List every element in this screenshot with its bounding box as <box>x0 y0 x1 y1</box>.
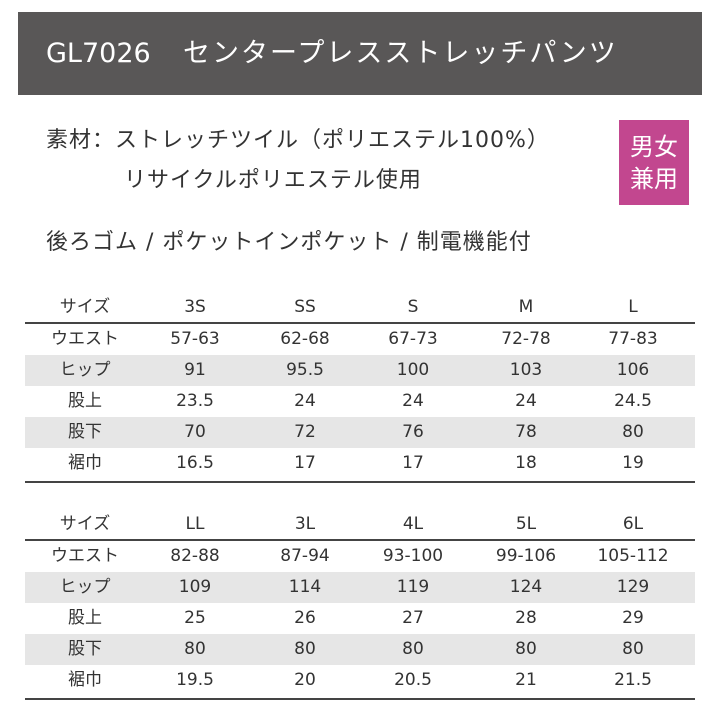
row-label: ウエスト <box>51 546 119 566</box>
rule <box>25 322 695 324</box>
features: 後ろゴム / ポケットインポケット / 制電機能付 <box>46 230 532 255</box>
value-cell: 99-106 <box>495 546 557 566</box>
unisex-badge: 男女 兼用 <box>619 120 689 205</box>
header-cell: SS <box>294 297 316 317</box>
value-cell: 119 <box>396 577 430 597</box>
value-cell: 80 <box>184 639 206 659</box>
row-label: 裾巾 <box>68 670 102 690</box>
product-code: GL7026 <box>46 38 151 69</box>
data-row: ウエスト 82-88 87-94 93-100 99-106 105-112 <box>25 541 695 572</box>
badge-line: 男女 <box>630 132 678 161</box>
value-cell: 106 <box>616 360 650 380</box>
data-row: ヒップ 91 95.5 100 103 106 <box>25 355 695 386</box>
value-cell: 18 <box>515 453 537 473</box>
value-cell: 77-83 <box>608 329 658 349</box>
value-cell: 25 <box>184 608 206 628</box>
header-cell: LL <box>185 514 205 534</box>
value-cell: 93-100 <box>382 546 444 566</box>
header-row: サイズ LL 3L 4L 5L 6L <box>25 510 695 538</box>
row-label: 股上 <box>68 391 102 411</box>
data-row: 股上 25 26 27 28 29 <box>25 603 695 634</box>
row-label: 裾巾 <box>68 453 102 473</box>
value-cell: 27 <box>402 608 424 628</box>
value-cell: 29 <box>622 608 644 628</box>
value-cell: 103 <box>509 360 543 380</box>
value-cell: 28 <box>515 608 537 628</box>
value-cell: 82-88 <box>170 546 220 566</box>
header-cell: S <box>407 297 419 317</box>
product-title: センタープレスストレッチパンツ <box>183 38 618 69</box>
value-cell: 20.5 <box>394 670 432 690</box>
value-cell: 17 <box>402 453 424 473</box>
value-cell: 100 <box>396 360 430 380</box>
value-cell: 114 <box>288 577 322 597</box>
data-row: 裾巾 19.5 20 20.5 21 21.5 <box>25 665 695 696</box>
value-cell: 105-112 <box>597 546 669 566</box>
value-cell: 16.5 <box>176 453 214 473</box>
value-cell: 26 <box>294 608 316 628</box>
header-cell: 5L <box>515 514 537 534</box>
row-label: 股下 <box>68 422 102 442</box>
rule <box>25 698 695 700</box>
row-label: ヒップ <box>59 360 111 380</box>
row-label: ウエスト <box>51 329 119 349</box>
data-row: 裾巾 16.5 17 17 18 19 <box>25 448 695 479</box>
value-cell: 24.5 <box>614 391 652 411</box>
header-cell: サイズ <box>59 514 111 534</box>
value-cell: 19 <box>622 453 644 473</box>
value-cell: 80 <box>402 639 424 659</box>
value-cell: 23.5 <box>176 391 214 411</box>
value-cell: 80 <box>622 639 644 659</box>
badge-line: 兼用 <box>630 164 678 193</box>
header-row: サイズ 3S SS S M L <box>25 293 695 321</box>
value-cell: 80 <box>622 422 644 442</box>
rule <box>25 481 695 483</box>
value-cell: 109 <box>178 577 212 597</box>
rule <box>25 539 695 541</box>
value-cell: 72-78 <box>501 329 551 349</box>
row-label: ヒップ <box>59 577 111 597</box>
header-cell: L <box>628 297 638 317</box>
header-cell: サイズ <box>59 297 111 317</box>
value-cell: 76 <box>402 422 424 442</box>
material-line: 素材：ストレッチツイル（ポリエステル100%） <box>46 128 550 153</box>
material-line: リサイクルポリエステル使用 <box>124 168 422 193</box>
header-bar: GL7026 センタープレスストレッチパンツ <box>18 12 702 95</box>
value-cell: 80 <box>515 639 537 659</box>
value-cell: 124 <box>509 577 543 597</box>
value-cell: 129 <box>616 577 650 597</box>
value-cell: 21 <box>515 670 537 690</box>
value-cell: 72 <box>294 422 316 442</box>
value-cell: 19.5 <box>176 670 214 690</box>
value-cell: 62-68 <box>280 329 330 349</box>
value-cell: 17 <box>294 453 316 473</box>
value-cell: 20 <box>294 670 316 690</box>
value-cell: 70 <box>184 422 206 442</box>
data-row: 股下 70 72 76 78 80 <box>25 417 695 448</box>
value-cell: 67-73 <box>388 329 438 349</box>
value-cell: 78 <box>515 422 537 442</box>
value-cell: 24 <box>294 391 316 411</box>
header-cell: 4L <box>402 514 424 534</box>
header-cell: M <box>518 297 534 317</box>
value-cell: 57-63 <box>170 329 220 349</box>
row-label: 股下 <box>68 639 102 659</box>
value-cell: 21.5 <box>614 670 652 690</box>
data-row: 股上 23.5 24 24 24 24.5 <box>25 386 695 417</box>
value-cell: 24 <box>515 391 537 411</box>
data-row: 股下 80 80 80 80 80 <box>25 634 695 665</box>
value-cell: 91 <box>184 360 206 380</box>
data-row: ウエスト 57-63 62-68 67-73 72-78 77-83 <box>25 324 695 355</box>
header-cell: 3S <box>184 297 206 317</box>
header-cell: 6L <box>622 514 644 534</box>
value-cell: 24 <box>402 391 424 411</box>
value-cell: 80 <box>294 639 316 659</box>
header-cell: 3L <box>294 514 316 534</box>
data-row: ヒップ 109 114 119 124 129 <box>25 572 695 603</box>
row-label: 股上 <box>68 608 102 628</box>
value-cell: 95.5 <box>286 360 324 380</box>
value-cell: 87-94 <box>280 546 330 566</box>
